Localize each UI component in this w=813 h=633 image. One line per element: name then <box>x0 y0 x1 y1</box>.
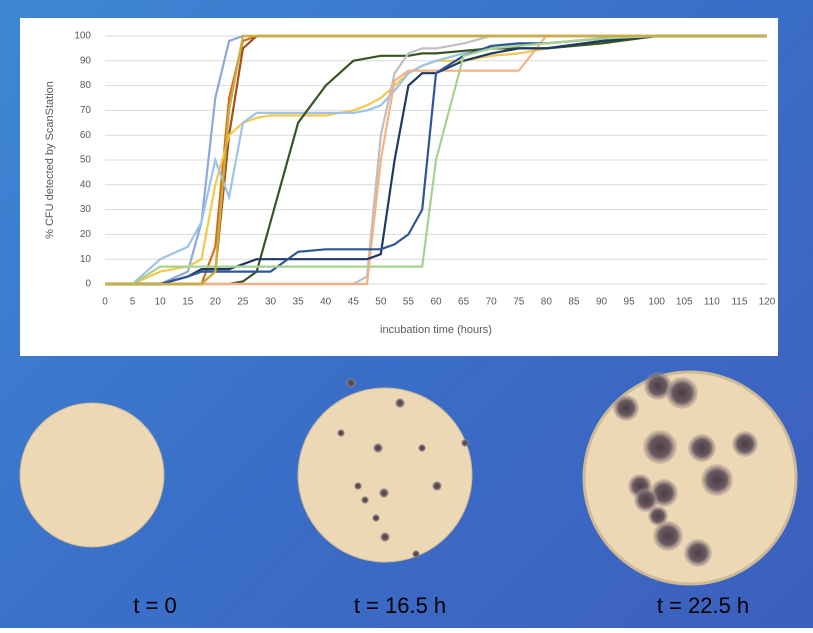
x-tick-label: 50 <box>375 297 387 308</box>
colony <box>337 429 345 437</box>
colony <box>432 481 442 491</box>
colony <box>379 488 389 498</box>
x-tick-label: 110 <box>704 297 720 308</box>
colony <box>346 378 356 388</box>
colony <box>412 550 420 558</box>
colony <box>613 395 639 421</box>
colony <box>461 439 469 447</box>
petri-dish <box>19 402 165 548</box>
series-line <box>105 34 767 286</box>
x-tick-label: 115 <box>731 297 747 308</box>
plot-area: 0 10 20 30 40 50 60 70 80 90 100 0 5 10 15 20 25 30 35 40 45… <box>74 31 775 308</box>
colony <box>701 464 733 496</box>
petri-dish <box>582 370 798 586</box>
colony <box>361 496 369 504</box>
colony <box>418 444 426 452</box>
x-tick-label: 55 <box>403 297 415 308</box>
colony <box>372 514 380 522</box>
y-tick-label: 10 <box>80 254 92 265</box>
dish-2 <box>297 378 473 563</box>
x-tick-label: 30 <box>265 297 277 308</box>
colony <box>373 443 383 453</box>
colony <box>634 488 658 512</box>
colony <box>648 506 668 526</box>
y-tick-label: 100 <box>74 31 91 42</box>
x-tick-label: 10 <box>155 297 167 308</box>
x-tick-label: 85 <box>568 297 580 308</box>
x-tick-label: 20 <box>210 297 222 308</box>
x-tick-label: 0 <box>102 297 108 308</box>
caption: t = 16.5 h <box>354 593 446 618</box>
dish-1 <box>19 402 165 548</box>
colony <box>643 430 677 464</box>
y-tick-label: 30 <box>80 204 92 215</box>
y-tick-label: 90 <box>80 55 92 66</box>
y-tick-label: 50 <box>80 155 92 166</box>
x-tick-label: 35 <box>293 297 305 308</box>
caption: t = 22.5 h <box>657 593 749 618</box>
colony <box>666 377 698 409</box>
x-tick-label: 25 <box>237 297 249 308</box>
colony <box>354 482 362 490</box>
x-tick-label: 15 <box>182 297 194 308</box>
y-tick-label: 70 <box>80 105 92 116</box>
colony <box>644 372 672 400</box>
caption: t = 0 <box>133 593 176 618</box>
y-tick-label: 0 <box>85 279 91 290</box>
x-axis-label: incubation time (hours) <box>380 324 492 336</box>
colony <box>732 431 758 457</box>
series-line <box>105 34 767 286</box>
x-tick-label: 100 <box>648 297 665 308</box>
x-tick-label: 45 <box>348 297 360 308</box>
colony <box>395 398 405 408</box>
x-tick-label: 60 <box>430 297 442 308</box>
x-tick-label: 70 <box>486 297 498 308</box>
series-line <box>105 34 767 286</box>
x-tick-label: 5 <box>130 297 136 308</box>
colony <box>684 539 712 567</box>
x-tick-label: 95 <box>624 297 636 308</box>
x-tick-label: 105 <box>676 297 693 308</box>
y-tick-label: 40 <box>80 179 92 190</box>
y-axis-label: % CFU detected by ScanStation <box>44 81 56 239</box>
x-tick-label: 90 <box>596 297 608 308</box>
x-tick-label: 40 <box>320 297 332 308</box>
y-tick-label: 20 <box>80 229 92 240</box>
x-tick-label: 65 <box>458 297 470 308</box>
y-tick-label: 60 <box>80 130 92 141</box>
colony <box>380 532 390 542</box>
dish-3 <box>582 370 798 586</box>
chart-panel <box>20 18 778 356</box>
colony <box>653 521 683 551</box>
series-line <box>105 34 767 286</box>
colony <box>688 434 716 462</box>
y-tick-label: 80 <box>80 80 92 91</box>
x-tick-label: 80 <box>541 297 553 308</box>
x-tick-label: 75 <box>513 297 525 308</box>
x-tick-label: 120 <box>759 297 776 308</box>
